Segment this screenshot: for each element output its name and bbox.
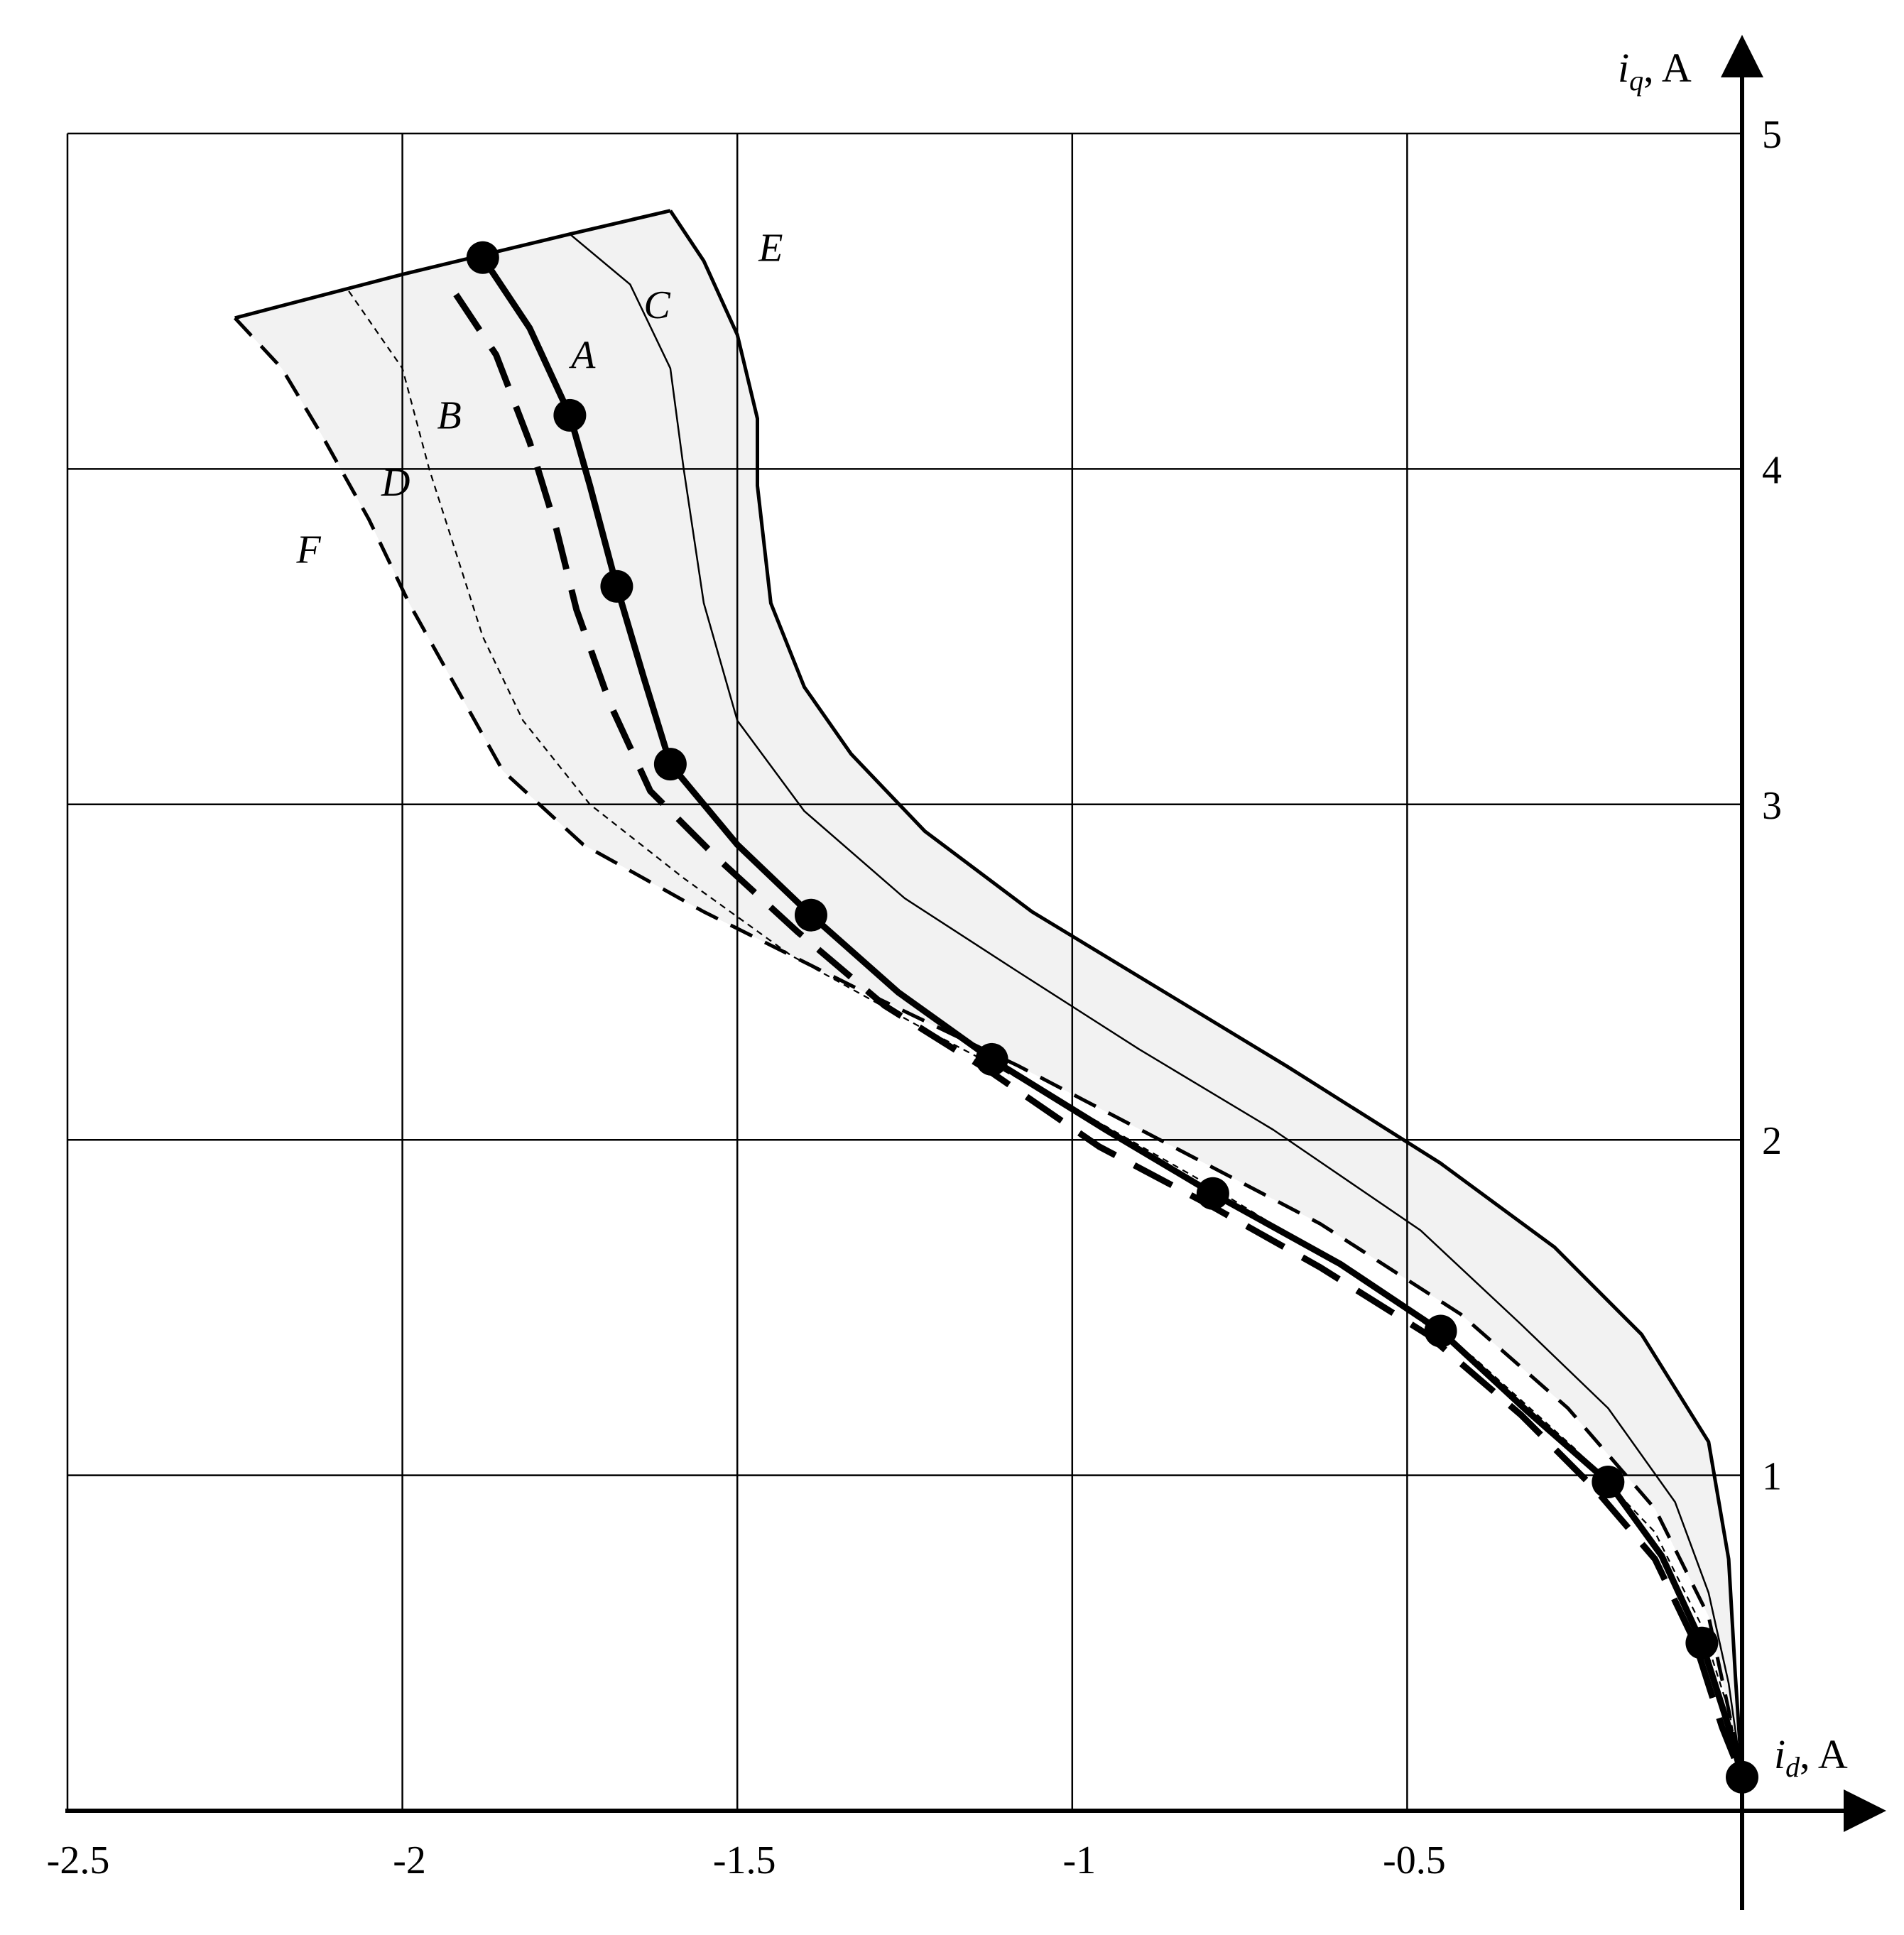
data-point-a: [553, 398, 587, 432]
y-tick-label: 3: [1762, 784, 1782, 828]
x-tick-label: -0.5: [1383, 1838, 1446, 1882]
shaded-area: [234, 210, 1742, 1777]
series-d: [348, 290, 1743, 1778]
data-point-a: [1685, 1626, 1719, 1659]
x-axis-label: id, A: [1774, 1731, 1848, 1783]
data-point-a: [653, 748, 687, 781]
curve-label-a: A: [568, 334, 596, 378]
grid: [66, 132, 1742, 1811]
data-point-a: [600, 569, 633, 603]
data-point-a: [1726, 1760, 1758, 1794]
curve-label-b: B: [437, 394, 462, 438]
y-tick-label: 4: [1762, 448, 1782, 492]
x-tick-label: -1.5: [713, 1838, 776, 1882]
y-tick-label: 1: [1762, 1455, 1782, 1499]
series-c: [569, 233, 1743, 1777]
y-axis-label: iq, A: [1618, 45, 1692, 97]
curve-label-e: E: [758, 227, 783, 271]
curve-label-d: D: [381, 461, 410, 505]
y-tick-label: 2: [1762, 1119, 1782, 1163]
shaded-region: [234, 210, 1742, 1777]
data-point-a: [1424, 1314, 1457, 1348]
data-point-a: [794, 898, 827, 932]
data-point-a: [466, 241, 499, 274]
curve-label-c: C: [643, 283, 670, 327]
x-tick-label: -2: [393, 1838, 426, 1882]
x-tick-label: -1: [1062, 1838, 1096, 1882]
x-tick-label: -2.5: [47, 1838, 110, 1882]
data-point-a: [1592, 1466, 1625, 1499]
series-e: [668, 209, 1744, 1777]
y-tick-label: 5: [1762, 113, 1782, 157]
markers-group: [466, 241, 1758, 1794]
data-point-a: [975, 1042, 1008, 1076]
labels-group: A B C D E F: [295, 227, 783, 572]
series-f: [233, 317, 1744, 1778]
curve-label-f: F: [295, 528, 321, 572]
data-point-a: [1196, 1177, 1229, 1210]
axes: -2.5 -2 -1.5 -1 -0.5 1 2 3 4 5 iq, A id, A: [47, 35, 1886, 1910]
